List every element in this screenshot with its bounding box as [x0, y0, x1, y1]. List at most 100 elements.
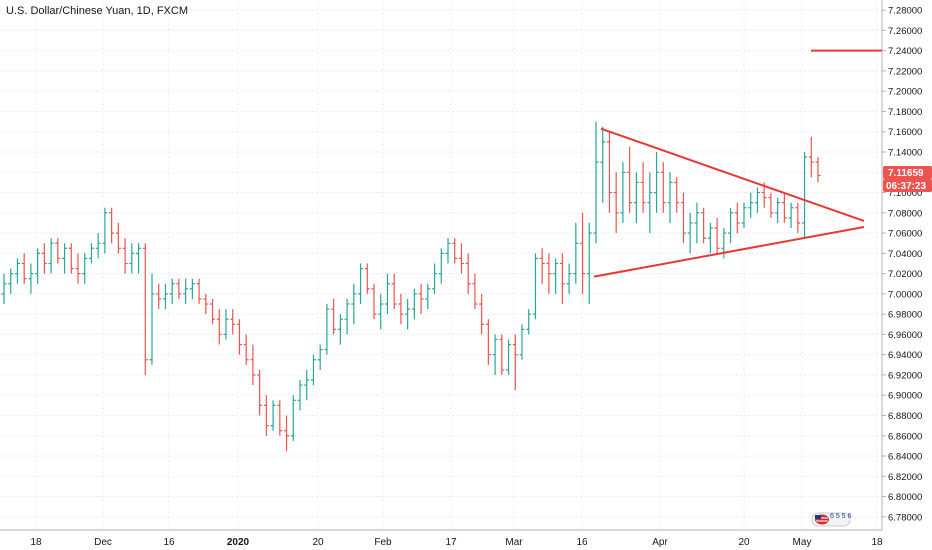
ohlc-bar	[613, 172, 619, 234]
price-tick-label: 7.22000	[888, 66, 922, 77]
ohlc-bar	[102, 207, 108, 254]
ohlc-bar	[337, 314, 343, 345]
upper-triangle-line[interactable]	[600, 127, 865, 222]
ohlc-bar	[445, 238, 451, 264]
ohlc-bar	[88, 243, 94, 264]
time-tick-label: 18	[30, 537, 42, 548]
ohlc-bar	[573, 222, 579, 284]
ohlc-bar	[75, 253, 81, 284]
ohlc-bar	[795, 202, 801, 234]
countdown-badge-value: 06:37:23	[886, 181, 926, 192]
ohlc-bar	[788, 202, 794, 229]
ohlc-bar	[512, 334, 518, 391]
ohlc-bar	[425, 283, 431, 310]
ohlc-bar	[344, 298, 350, 335]
ohlc-bar	[492, 334, 498, 375]
ohlc-bar	[331, 298, 337, 335]
time-tick-label: Feb	[374, 537, 392, 548]
ohlc-bar	[176, 278, 182, 299]
ohlc-bar	[324, 304, 330, 355]
ohlc-bar	[815, 157, 821, 183]
time-tick-label: 20	[738, 537, 750, 548]
ohlc-bar	[526, 309, 532, 335]
ohlc-bar	[223, 309, 229, 340]
price-tick-label: 6.84000	[888, 452, 922, 463]
flag-badge-text: 6 5 5 6	[830, 513, 852, 520]
price-badge-value: 7.11659	[888, 168, 924, 179]
ohlc-bar	[122, 238, 128, 274]
ohlc-bar	[243, 334, 249, 365]
ohlc-bar	[472, 273, 478, 310]
ohlc-bar	[499, 334, 505, 375]
price-axis[interactable]: 6.78000 6.80000 6.82000 6.84000 6.86000 6.880…	[882, 6, 922, 524]
ohlc-bar	[310, 354, 316, 386]
ohlc-bar	[169, 278, 175, 305]
price-tick-label: 6.78000	[888, 512, 922, 523]
ohlc-bar	[620, 162, 626, 223]
ohlc-bar	[48, 238, 54, 274]
time-tick-label: Mar	[505, 537, 523, 548]
lower-triangle-line[interactable]	[593, 226, 865, 278]
price-tick-label: 6.98000	[888, 310, 922, 321]
time-axis[interactable]: 18 Dec 16 2020 20 Feb 17 Mar 16 Apr 20 May 18	[30, 537, 883, 548]
ohlc-bar	[748, 192, 754, 218]
ohlc-bar	[479, 293, 485, 335]
chart-title: U.S. Dollar/Chinese Yuan, 1D, FXCM	[6, 5, 188, 17]
ohlc-bar	[808, 136, 814, 178]
ohlc-bar	[14, 258, 20, 284]
ohlc-bar	[162, 283, 168, 310]
price-tick-label: 6.80000	[888, 492, 922, 503]
ohlc-bar	[465, 253, 471, 294]
ohlc-bar	[532, 253, 538, 320]
time-tick-label: 20	[312, 537, 324, 548]
ohlc-bar	[317, 344, 323, 370]
price-tick-label: 6.86000	[888, 431, 922, 442]
ohlc-bar	[364, 263, 370, 294]
ohlc-bar	[109, 207, 115, 244]
price-tick-label: 7.06000	[888, 229, 922, 240]
price-tick-label: 7.28000	[888, 6, 922, 17]
drawings[interactable]	[593, 49, 882, 278]
price-tick-label: 7.16000	[888, 127, 922, 138]
ohlc-bar	[129, 243, 135, 274]
ohlc-bar	[539, 248, 545, 284]
ohlc-bar	[28, 263, 34, 294]
ohlc-bar	[654, 152, 660, 213]
time-tick-label: 17	[445, 537, 457, 548]
ohlc-bar	[452, 238, 458, 264]
ohlc-bar	[290, 395, 296, 441]
ohlc-bar	[358, 263, 364, 305]
ohlc-bar	[230, 309, 236, 335]
price-badge-bg	[883, 166, 932, 179]
price-tick-label: 6.82000	[888, 472, 922, 483]
ohlc-bar	[674, 177, 680, 213]
ohlc-bar	[580, 212, 586, 294]
time-tick-label: 16	[576, 537, 588, 548]
ohlc-bar	[546, 253, 552, 294]
ohlc-bar	[189, 278, 195, 299]
ohlc-bar	[263, 395, 269, 436]
ohlc-bar	[768, 192, 774, 218]
ohlc-bar	[236, 319, 242, 355]
price-tick-label: 7.10000	[888, 188, 922, 199]
ohlc-bar	[62, 243, 68, 274]
ohlc-bar	[115, 222, 121, 254]
ohlc-bars	[1, 121, 821, 451]
ohlc-bar	[775, 197, 781, 223]
flag-canton	[815, 515, 821, 519]
ohlc-bar	[687, 212, 693, 254]
ohlc-bar	[55, 238, 61, 264]
price-tick-label: 6.88000	[888, 411, 922, 422]
ohlc-bar	[378, 293, 384, 330]
country-flag-icon[interactable]: 6 5 5 6	[811, 512, 852, 527]
ohlc-bar	[277, 400, 283, 436]
ohlc-bar	[458, 243, 464, 274]
ohlc-bar	[802, 152, 808, 239]
ohlc-bar	[714, 217, 720, 254]
price-tick-label: 7.20000	[888, 87, 922, 98]
ohlc-bar	[35, 248, 41, 284]
ohlc-bar	[633, 172, 639, 223]
ohlc-bar	[304, 369, 310, 401]
ohlc-bar	[566, 263, 572, 294]
